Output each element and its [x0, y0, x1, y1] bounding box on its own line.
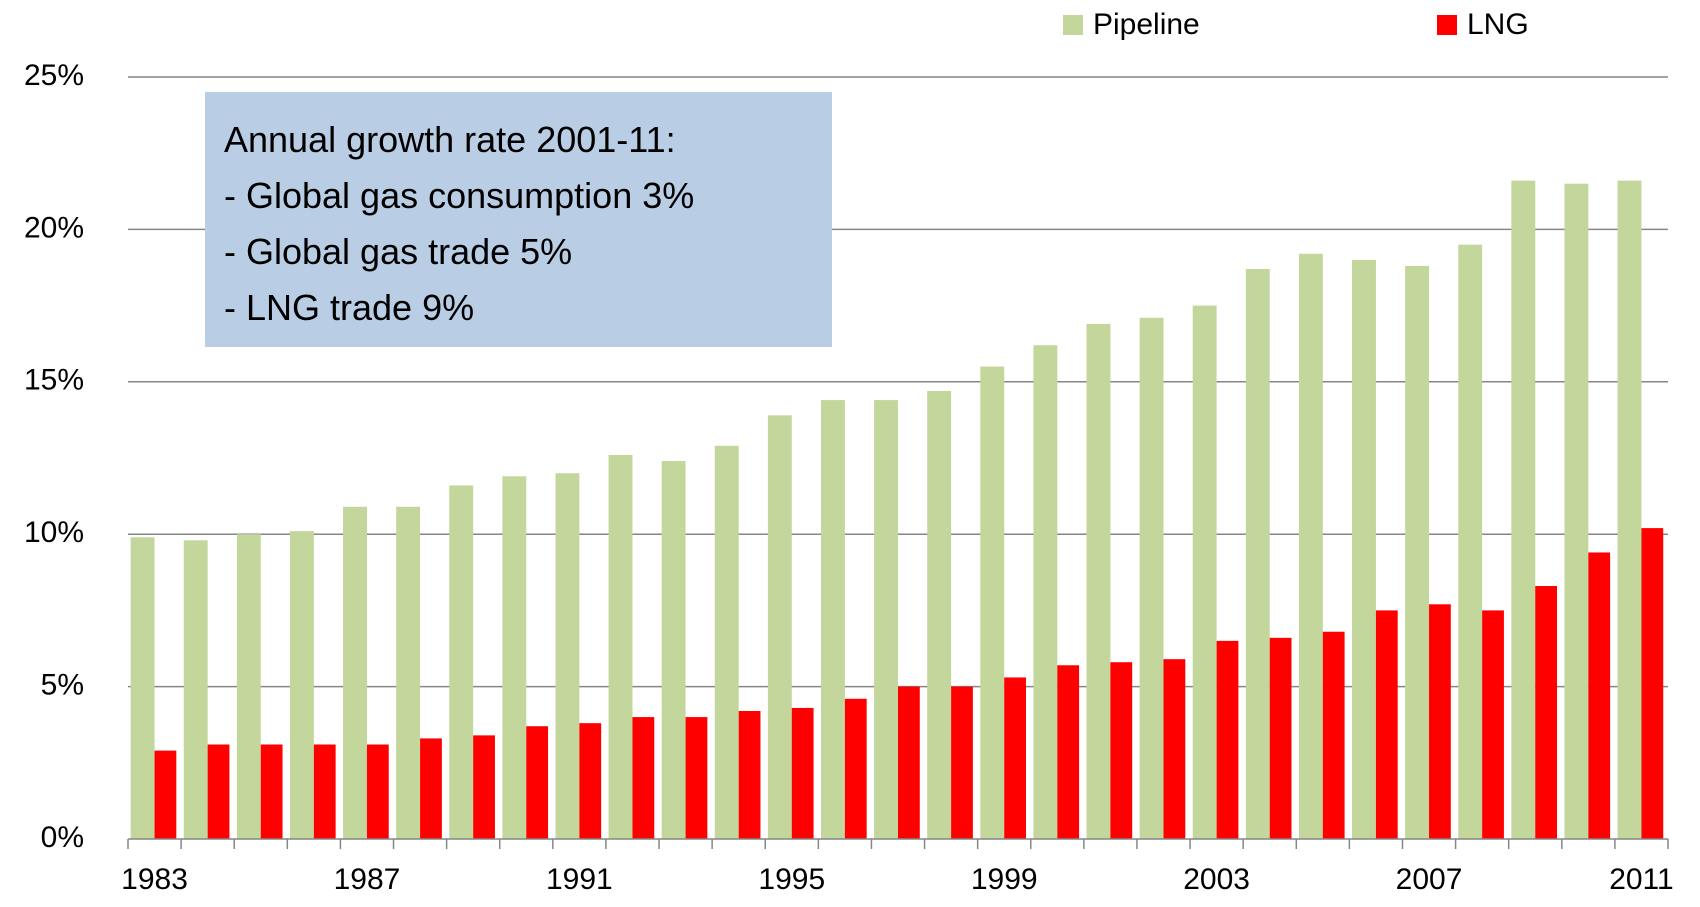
x-tick-label: 1999 — [971, 863, 1038, 896]
bar — [821, 400, 845, 839]
x-tick-label: 2011 — [1609, 863, 1674, 896]
bar — [396, 506, 421, 839]
bar — [1322, 631, 1345, 839]
bar — [1429, 604, 1451, 839]
bar — [343, 506, 367, 839]
bar — [608, 454, 633, 839]
bar — [236, 534, 261, 839]
bar — [1617, 180, 1642, 839]
bar — [1641, 528, 1664, 839]
bar — [1163, 659, 1186, 839]
legend-label: LNG — [1467, 8, 1529, 41]
bar — [366, 744, 389, 839]
bar — [898, 686, 920, 839]
bar — [1375, 610, 1398, 839]
bar — [714, 445, 739, 839]
bar — [1458, 244, 1483, 839]
bar — [260, 744, 283, 839]
bar — [555, 473, 580, 839]
legend-swatch — [1063, 15, 1083, 35]
bar — [154, 750, 177, 839]
bar — [1564, 183, 1589, 839]
bar — [289, 531, 314, 839]
bar — [130, 537, 155, 839]
bar — [1352, 259, 1376, 839]
bar — [927, 390, 952, 839]
bar — [1110, 662, 1133, 839]
y-tick-label: 15% — [24, 364, 84, 397]
bar — [420, 738, 442, 839]
bar — [1298, 253, 1323, 839]
bar — [1588, 552, 1611, 839]
bar — [1004, 677, 1026, 839]
bar — [1245, 269, 1270, 839]
x-tick-label: 1991 — [546, 863, 613, 896]
annotation: Annual growth rate 2001-11: — [224, 119, 676, 160]
bar — [579, 723, 602, 839]
bar — [1535, 586, 1558, 839]
bar — [526, 726, 549, 839]
bar — [1269, 637, 1292, 839]
y-tick-label: 10% — [24, 516, 84, 549]
bar — [207, 744, 230, 839]
bar — [874, 400, 898, 839]
bar — [844, 698, 867, 839]
bar — [1482, 610, 1504, 839]
bar — [183, 540, 208, 839]
x-tick-label: 2003 — [1183, 863, 1250, 896]
x-tick-label: 2007 — [1396, 863, 1463, 896]
bar — [1033, 345, 1058, 839]
bar — [1139, 317, 1164, 839]
bar — [632, 717, 655, 839]
bar — [473, 735, 495, 839]
y-tick-label: 20% — [24, 211, 84, 244]
bar — [738, 710, 761, 839]
x-tick-label: 1987 — [334, 863, 401, 896]
y-tick-label: 25% — [24, 59, 84, 92]
annotation: - Global gas consumption 3% — [224, 175, 694, 216]
bar — [951, 686, 973, 839]
x-tick-label: 1995 — [758, 863, 825, 896]
y-tick-label: 5% — [41, 669, 84, 702]
bar — [980, 366, 1005, 839]
bar — [313, 744, 336, 839]
annotation: - LNG trade 9% — [224, 287, 474, 328]
bar — [791, 707, 814, 839]
bar — [1511, 180, 1536, 839]
bar — [1405, 265, 1430, 839]
bar — [1057, 665, 1080, 839]
x-tick-label: 1983 — [121, 863, 188, 896]
bar — [661, 461, 686, 839]
bar — [502, 476, 527, 839]
legend-label: Pipeline — [1093, 8, 1200, 41]
bar — [449, 485, 474, 839]
annotation-box — [205, 92, 832, 347]
annotation: - Global gas trade 5% — [224, 231, 572, 272]
bar — [1086, 323, 1111, 839]
bar — [685, 717, 708, 839]
legend-swatch — [1437, 15, 1457, 35]
bar — [1192, 305, 1217, 840]
bar — [1216, 640, 1239, 839]
y-tick-label: 0% — [41, 821, 84, 854]
bar — [767, 415, 792, 839]
